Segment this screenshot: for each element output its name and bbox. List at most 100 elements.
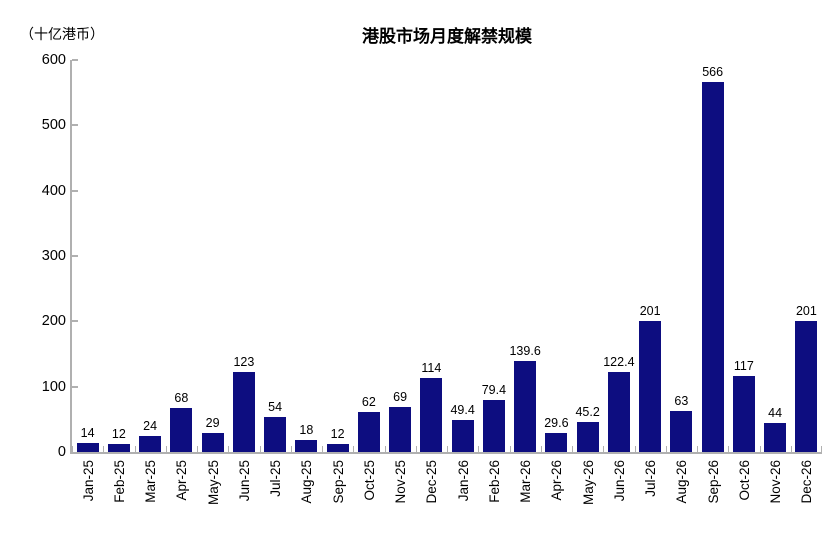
x-axis-tick-label: Nov-26 xyxy=(768,460,784,504)
x-axis-tick-label: Mar-25 xyxy=(143,460,159,503)
x-axis-tick xyxy=(478,446,480,452)
bar-slot: 62 Oct-25 xyxy=(353,60,384,501)
y-axis-tick-label: 300 xyxy=(41,248,66,264)
bar xyxy=(201,433,224,452)
x-axis-tick-label: May-25 xyxy=(205,460,221,506)
bar xyxy=(420,377,443,452)
x-axis-tick xyxy=(790,446,792,452)
bar-value-label: 201 xyxy=(639,303,661,318)
bar xyxy=(514,360,537,452)
x-axis-tick xyxy=(165,446,167,452)
y-axis-line xyxy=(70,60,72,452)
bar-value-label: 29.6 xyxy=(544,415,569,430)
bar xyxy=(576,422,599,452)
bar xyxy=(795,320,818,452)
bar-value-label: 114 xyxy=(421,360,442,375)
x-axis-tick xyxy=(665,446,667,452)
y-axis-unit-label: （十亿港币） xyxy=(20,26,104,42)
x-axis-tick xyxy=(259,446,261,452)
bar xyxy=(732,375,755,452)
y-axis-tick xyxy=(72,320,78,323)
x-axis-tick xyxy=(603,446,605,452)
bar-value-label: 123 xyxy=(233,354,255,369)
bar xyxy=(107,444,130,452)
x-axis-tick-label: Dec-26 xyxy=(799,460,815,504)
bar xyxy=(326,444,349,452)
x-axis-tick-label: May-26 xyxy=(580,460,596,506)
bar xyxy=(764,423,787,452)
x-axis-tick-label: Oct-25 xyxy=(361,460,377,501)
x-axis-tick xyxy=(415,446,417,452)
x-axis-tick-label: Mar-26 xyxy=(518,460,534,503)
x-axis-tick-label: Oct-26 xyxy=(736,460,752,501)
bar-value-label: 201 xyxy=(795,303,817,318)
bar-value-label: 12 xyxy=(111,427,126,442)
x-axis-tick xyxy=(540,446,542,452)
x-axis-tick xyxy=(634,446,636,452)
x-axis-tick xyxy=(572,446,573,452)
y-axis-tick-label: 500 xyxy=(41,117,66,134)
x-axis-tick-label: Feb-26 xyxy=(486,460,502,503)
x-axis-tick-label: Aug-25 xyxy=(299,460,315,504)
x-axis-tick xyxy=(821,446,822,452)
bar-value-label: 14 xyxy=(80,425,95,440)
x-axis-tick xyxy=(290,446,292,452)
x-axis-tick-label: Jul-26 xyxy=(643,460,659,497)
bar-value-label: 12 xyxy=(330,427,345,442)
y-axis-tick-label: 400 xyxy=(41,182,66,199)
bar-value-label: 79.4 xyxy=(481,383,507,398)
bar-slot: 114 Dec-25 xyxy=(416,60,447,504)
y-axis-tick xyxy=(72,59,78,61)
bar-slot: 69 Nov-25 xyxy=(385,60,416,504)
x-axis-tick-label: Jan-25 xyxy=(80,460,96,502)
x-axis-tick xyxy=(447,446,448,452)
bar xyxy=(451,419,474,452)
bar-value-label: 68 xyxy=(174,390,189,405)
x-axis-tick xyxy=(322,446,323,452)
bar-value-label: 45.2 xyxy=(575,405,600,420)
y-axis-tick-label: 600 xyxy=(41,52,66,68)
x-axis-tick xyxy=(759,446,761,452)
x-axis-tick-label: Jan-26 xyxy=(455,460,471,502)
bar xyxy=(232,371,255,452)
y-axis-tick-label: 100 xyxy=(41,378,66,395)
bar-value-label: 49.4 xyxy=(450,402,475,417)
y-axis-tick xyxy=(72,385,78,388)
x-axis-tick xyxy=(103,446,105,452)
x-axis-tick-label: Jun-26 xyxy=(611,460,627,502)
bar-value-label: 69 xyxy=(393,389,408,404)
x-axis-tick-label: Dec-25 xyxy=(424,460,440,504)
bar-slot: 122.4 Jun-26 xyxy=(603,60,634,501)
bar-value-label: 54 xyxy=(268,399,283,414)
x-axis-tick-label: Aug-26 xyxy=(674,460,690,504)
x-axis-tick-label: Sep-26 xyxy=(705,460,721,504)
bar-slot: 29.6 Apr-26 xyxy=(541,60,572,501)
bar-slot: 201 Jul-26 xyxy=(635,60,666,497)
bar xyxy=(139,436,162,452)
y-axis-tick-label: 200 xyxy=(41,313,66,330)
bar-slot: 63 Aug-26 xyxy=(666,60,697,504)
bar-slot: 201 Dec-26 xyxy=(791,60,822,504)
bar-slot: 24 Mar-25 xyxy=(135,60,166,503)
bar xyxy=(170,407,193,452)
bar xyxy=(295,440,318,452)
bar-slot: 566 Sep-26 xyxy=(697,60,728,504)
bar-value-label: 24 xyxy=(143,419,158,434)
x-axis-tick-label: Sep-25 xyxy=(330,460,346,504)
x-axis-tick-label: Jul-25 xyxy=(268,460,284,497)
x-axis-tick-label: Jun-25 xyxy=(236,460,252,502)
bar-slot: 117 Oct-26 xyxy=(728,60,759,501)
bar-slot: 18 Aug-25 xyxy=(291,60,322,504)
bar-value-label: 44 xyxy=(768,406,783,421)
bar-value-label: 18 xyxy=(299,423,314,438)
bar xyxy=(701,82,724,452)
x-axis-tick-label: Apr-26 xyxy=(549,460,565,501)
bar-slot: 12 Feb-25 xyxy=(103,60,134,503)
bar-value-label: 63 xyxy=(674,393,689,408)
bar-slot: 14 Jan-25 xyxy=(72,60,103,501)
x-axis-tick-label: Nov-25 xyxy=(393,460,409,504)
bar-slot: 29 May-25 xyxy=(197,60,228,505)
bar-slot: 68 Apr-25 xyxy=(166,60,197,501)
y-axis-tick xyxy=(72,255,78,257)
